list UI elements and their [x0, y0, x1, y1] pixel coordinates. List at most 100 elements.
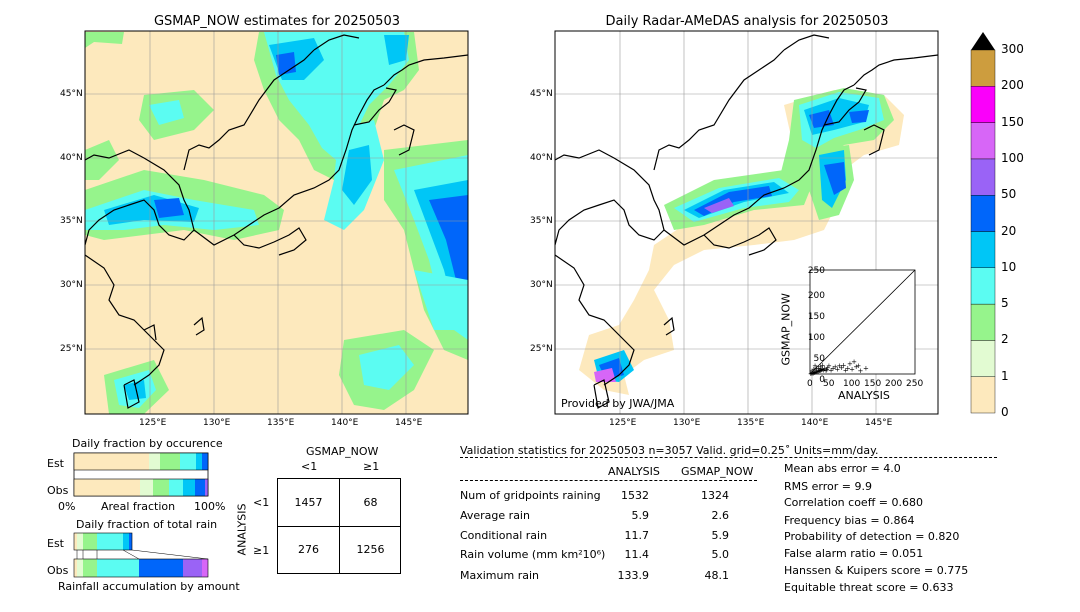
scatter-xtick: 150: [864, 379, 882, 389]
scatter-ytick: 200: [807, 291, 825, 301]
stat-label: Conditional rain: [460, 529, 548, 542]
scatter-point: +: [810, 369, 816, 377]
scatter-point: +: [830, 364, 836, 372]
scatter-point: +: [819, 366, 825, 374]
occurence-title: Daily fraction by occurence: [72, 437, 223, 450]
left-map-graticule: [85, 31, 468, 414]
colorbar-tick-label: 5: [1001, 296, 1009, 311]
scatter-point: +: [822, 365, 828, 373]
scatter-point: +: [863, 364, 869, 372]
left-lon-label: 135°E: [267, 418, 295, 428]
total-rain-row-est: Est: [47, 537, 64, 550]
colorbar-tick-label: 20: [1001, 223, 1017, 238]
stat-analysis: 11.7: [624, 529, 650, 542]
scatter-point: +: [813, 365, 819, 373]
scatter-point: +: [814, 368, 820, 376]
occurence-x-max: 100%: [194, 500, 226, 513]
contingency-row-label: ≥1: [253, 544, 270, 557]
stat-label: Num of gridpoints raining: [460, 489, 601, 502]
right-lon-label: 130°E: [673, 418, 701, 428]
right-lat-label: 40°N: [530, 153, 553, 163]
right-lat-label: 25°N: [530, 344, 553, 354]
stat-analysis: 11.4: [624, 548, 650, 561]
scatter-point: +: [812, 368, 818, 376]
right-lon-label: 125°E: [609, 418, 637, 428]
right-map-title: Daily Radar-AMeDAS analysis for 20250503: [605, 14, 889, 29]
scatter-point: +: [813, 368, 819, 376]
scatter-point: +: [845, 365, 851, 373]
occurence-bars: [73, 452, 209, 497]
validation-header: Validation statistics for 20250503 n=305…: [460, 444, 879, 457]
stat-gsmap: 2.6: [711, 509, 730, 522]
left-lat-label: 45°N: [60, 89, 83, 99]
left-lon-label: 140°E: [331, 418, 359, 428]
scatter-point: +: [820, 361, 826, 369]
scatter-point: +: [823, 367, 829, 375]
scatter-point: +: [834, 366, 840, 374]
contingency-col-title: GSMAP_NOW: [306, 445, 379, 458]
colorbar-tick-label: 200: [1001, 78, 1024, 93]
colorbar-segment: [970, 231, 996, 268]
left-map: [84, 30, 469, 415]
scatter-point: +: [812, 362, 818, 370]
contingency-col-label: <1: [301, 460, 318, 473]
left-lon-label: 125°E: [139, 418, 167, 428]
left-lat-label: 40°N: [60, 153, 83, 163]
stat-gsmap: 5.9: [711, 529, 730, 542]
scatter-point: +: [843, 366, 849, 374]
contingency-cell: 1256: [356, 543, 385, 556]
score-line: Frequency bias = 0.864: [784, 514, 915, 527]
contingency-table: 1457 68 276 1256: [277, 478, 401, 574]
scatter-point: +: [818, 363, 824, 371]
stat-gsmap: 48.1: [704, 569, 730, 582]
scatter-point: +: [815, 364, 821, 372]
scatter-inset: ++++++++++++++++++++++++++++++++++++++++…: [808, 269, 916, 378]
validation-divider: [460, 457, 997, 458]
scatter-point: +: [815, 368, 821, 376]
data-credit: Provided by JWA/JMA: [561, 397, 675, 410]
colorbar-tick-label: 2: [1001, 332, 1009, 347]
scatter-point: +: [824, 366, 830, 374]
colorbar-tick-label: 50: [1001, 187, 1017, 202]
stat-analysis: 1532: [621, 489, 649, 502]
stat-gsmap: 5.0: [711, 548, 730, 561]
colorbar-segment: [970, 49, 996, 87]
left-map-coastline: [84, 34, 469, 409]
scatter-point: +: [825, 364, 831, 372]
left-lon-label: 130°E: [203, 418, 231, 428]
scatter-ytick: 250: [807, 266, 825, 276]
scatter-point: +: [808, 370, 814, 378]
colorbar-segment: [970, 86, 996, 123]
contingency-cell: 276: [298, 543, 319, 556]
colorbar-tick-label: 0: [1001, 405, 1009, 419]
scatter-point: +: [811, 369, 817, 377]
scatter-point: +: [836, 362, 842, 370]
score-line: Probability of detection = 0.820: [784, 530, 960, 543]
occurence-x-label: Areal fraction: [101, 500, 176, 513]
colorbar-segment: [970, 340, 996, 377]
scatter-point: +: [820, 366, 826, 374]
colorbar-segment: [970, 267, 996, 305]
total-rain-bar-obs: [73, 558, 209, 578]
scatter-ylabel: GSMAP_NOW: [779, 293, 793, 366]
contingency-col-label: ≥1: [363, 460, 380, 473]
score-line: Mean abs error = 4.0: [784, 462, 901, 475]
scatter-point: +: [853, 363, 859, 371]
scatter-point: +: [817, 367, 823, 375]
colorbar-tick-label: 150: [1001, 114, 1024, 129]
scatter-xlabel: ANALYSIS: [838, 389, 890, 402]
scatter-xtick: 200: [885, 379, 903, 389]
occurence-x-min: 0%: [58, 500, 76, 513]
colorbar-extend-arrow: [971, 32, 995, 50]
score-line: RMS error = 9.9: [784, 480, 872, 493]
occurence-row-est: Est: [47, 457, 64, 470]
scatter-ytick: 50: [813, 354, 825, 364]
contingency-row-label: <1: [253, 496, 270, 509]
colorbar: [970, 32, 996, 414]
scatter-point: +: [839, 364, 845, 372]
right-lat-label: 30°N: [530, 280, 553, 290]
scatter-point: +: [841, 361, 847, 369]
scatter-point: +: [855, 362, 861, 370]
scatter-point: +: [809, 370, 815, 378]
right-lon-label: 145°E: [865, 418, 893, 428]
